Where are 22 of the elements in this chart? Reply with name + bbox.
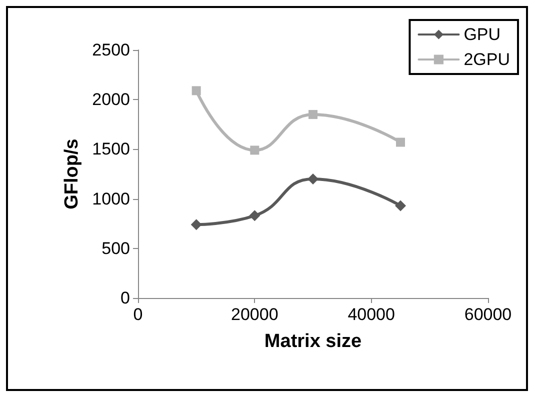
y-axis-title: GFlop/s <box>61 138 82 210</box>
legend-label: 2GPU <box>464 50 510 69</box>
point <box>250 146 260 155</box>
y-tick-label: 1500 <box>92 140 130 159</box>
y-tick-label: 500 <box>102 238 130 258</box>
point <box>249 210 260 222</box>
x-axis-title: Matrix size <box>264 331 362 352</box>
point <box>308 110 318 119</box>
x-tick-label: 40000 <box>348 305 395 324</box>
y-tick-label: 2000 <box>92 90 130 110</box>
x-tick-label: 20000 <box>231 305 278 324</box>
y-tick-label: 2500 <box>92 40 130 60</box>
x-tick-label: 60000 <box>464 305 512 324</box>
x-tick-label: 0 <box>133 305 143 324</box>
point <box>192 86 201 96</box>
point <box>395 200 406 212</box>
point <box>190 219 202 230</box>
point <box>308 173 318 184</box>
y-tick-label: 0 <box>120 288 130 308</box>
legend-label: GPU <box>464 25 501 44</box>
y-tick-label: 1000 <box>92 189 130 208</box>
point <box>396 138 405 147</box>
